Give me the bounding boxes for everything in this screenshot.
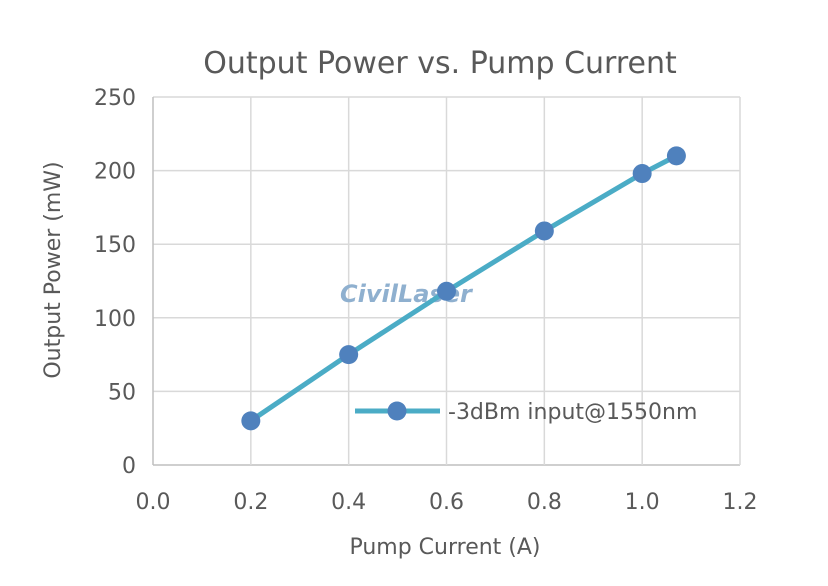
y-tick-label: 200 [94,160,136,185]
x-tick-label: 0.2 [233,490,268,515]
chart-title: Output Power vs. Pump Current [203,46,677,81]
data-point [339,345,359,365]
y-axis-label: Output Power (mW) [41,161,66,378]
x-tick-label: 0.6 [429,490,464,515]
data-point [534,221,554,241]
x-axis-label: Pump Current (A) [349,535,540,560]
x-tick-label: 0.8 [527,490,562,515]
y-tick-label: 50 [108,380,136,405]
y-tick-label: 100 [94,307,136,332]
data-point [437,281,456,301]
x-tick-label: 1.2 [723,490,758,515]
gridlines [152,96,741,466]
y-tick-label: 0 [122,454,136,479]
data-point [241,411,261,431]
series-layer [241,146,686,431]
x-tick-label: 0.0 [136,490,171,515]
x-axis-ticks: 0.0 0.2 0.4 0.6 0.8 1.0 1.2 [136,490,758,515]
y-axis-ticks: 0 50 100 150 200 250 [94,86,136,479]
legend: -3dBm input@1550nm [355,400,697,425]
data-point [632,164,652,184]
legend-marker-swatch [387,401,407,421]
y-tick-label: 150 [94,233,136,258]
data-point [666,146,686,166]
legend-label: -3dBm input@1550nm [448,400,697,425]
x-tick-label: 0.4 [331,490,366,515]
x-tick-label: 1.0 [625,490,660,515]
y-tick-label: 250 [94,86,136,111]
